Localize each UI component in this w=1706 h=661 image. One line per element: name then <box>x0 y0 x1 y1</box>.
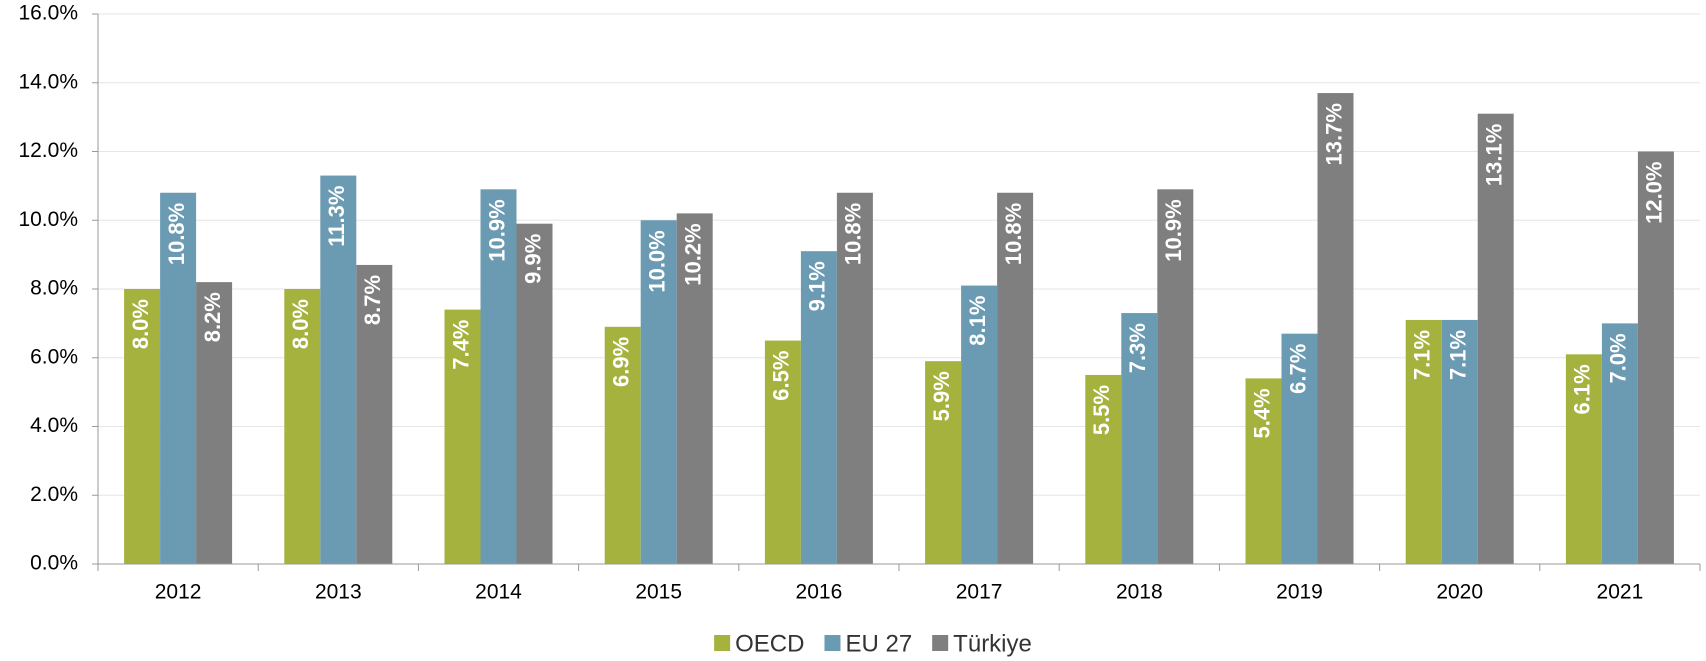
value-label: 10.8% <box>1001 203 1026 265</box>
value-label: 7.3% <box>1125 323 1150 373</box>
value-label: 12.0% <box>1642 162 1667 224</box>
value-label: 10.0% <box>645 230 670 292</box>
bar <box>160 192 197 564</box>
value-label: 8.2% <box>200 292 225 342</box>
legend-swatch <box>714 635 731 651</box>
bar <box>1245 378 1282 564</box>
legend: OECD EU 27 Türkiye <box>714 630 1032 657</box>
bar <box>1405 319 1442 564</box>
bar <box>640 220 677 564</box>
bar <box>516 223 553 564</box>
bar <box>604 326 641 564</box>
value-label: 7.1% <box>1446 330 1471 380</box>
bar <box>356 264 393 564</box>
bar <box>284 289 321 564</box>
value-label: 8.0% <box>128 299 153 349</box>
value-label: 6.7% <box>1285 344 1310 394</box>
x-tick-label: 2020 <box>1436 581 1483 604</box>
value-label: 5.4% <box>1249 388 1274 438</box>
y-tick-label: 4.0% <box>30 414 78 437</box>
value-label: 13.1% <box>1482 124 1507 186</box>
value-label: 7.4% <box>448 320 473 370</box>
y-tick-label: 16.0% <box>18 2 78 25</box>
y-tick-label: 0.0% <box>30 552 78 575</box>
x-tick-label: 2014 <box>475 581 522 604</box>
bar <box>997 192 1034 564</box>
bar <box>1157 189 1194 564</box>
legend-label: Türkiye <box>953 630 1032 657</box>
value-label: 11.3% <box>324 186 349 247</box>
value-label: 7.1% <box>1410 330 1435 380</box>
bar <box>925 361 962 564</box>
y-tick-label: 10.0% <box>18 208 78 231</box>
value-label: 8.7% <box>360 275 385 325</box>
x-tick-label: 2019 <box>1276 581 1323 604</box>
value-label: 9.9% <box>520 234 545 284</box>
bar <box>1121 313 1158 564</box>
value-label: 9.1% <box>805 261 830 311</box>
x-tick-label: 2016 <box>796 581 843 604</box>
legend-label: OECD <box>735 630 804 657</box>
bar <box>961 285 998 564</box>
bar <box>320 175 357 564</box>
value-label: 10.9% <box>1161 199 1186 261</box>
value-label: 10.2% <box>681 223 706 285</box>
value-label: 10.8% <box>164 203 189 265</box>
value-label: 8.1% <box>965 296 990 346</box>
value-label: 6.1% <box>1570 364 1595 414</box>
y-tick-label: 6.0% <box>30 345 78 368</box>
x-tick-label: 2021 <box>1597 581 1644 604</box>
legend-label: EU 27 <box>845 630 912 657</box>
x-tick-label: 2012 <box>155 581 202 604</box>
bar <box>836 192 873 564</box>
bar <box>1441 319 1478 564</box>
bar <box>444 309 481 564</box>
legend-swatch <box>824 635 841 651</box>
bar <box>1085 374 1122 564</box>
value-label: 5.5% <box>1089 385 1114 435</box>
bar <box>1565 354 1602 564</box>
bar <box>676 213 713 564</box>
bar <box>124 289 161 564</box>
bar <box>1281 333 1318 564</box>
bar <box>800 251 837 564</box>
bar <box>196 282 233 564</box>
value-label: 6.5% <box>769 351 794 401</box>
x-tick-label: 2015 <box>635 581 682 604</box>
value-label: 5.9% <box>929 371 954 421</box>
y-tick-label: 2.0% <box>30 483 78 506</box>
legend-swatch <box>932 635 949 651</box>
bar <box>480 189 517 564</box>
value-label: 10.9% <box>484 199 509 261</box>
value-label: 6.9% <box>609 337 634 387</box>
bar <box>764 340 801 564</box>
y-tick-label: 14.0% <box>18 70 78 93</box>
value-label: 7.0% <box>1606 333 1631 383</box>
bar <box>1601 323 1638 564</box>
bar <box>1477 113 1514 564</box>
x-tick-label: 2018 <box>1116 581 1163 604</box>
bar <box>1637 151 1674 564</box>
value-label: 13.7% <box>1321 103 1346 165</box>
x-tick-label: 2013 <box>315 581 362 604</box>
y-tick-label: 12.0% <box>18 139 78 162</box>
bar <box>1317 93 1354 564</box>
y-tick-label: 8.0% <box>30 277 78 300</box>
value-label: 8.0% <box>288 299 313 349</box>
x-tick-label: 2017 <box>956 581 1003 604</box>
value-label: 10.8% <box>841 203 866 265</box>
